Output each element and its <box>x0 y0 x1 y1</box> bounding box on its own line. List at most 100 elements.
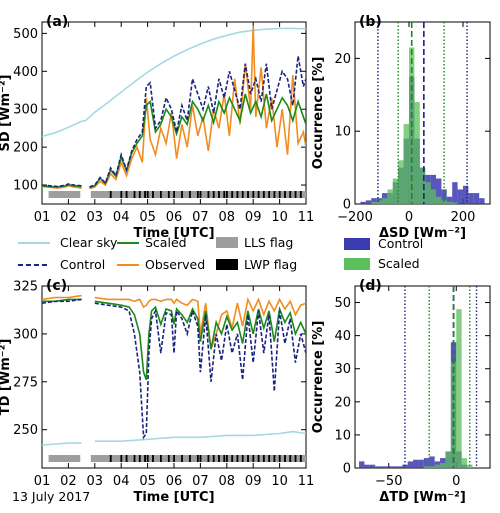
y-tick-label-d: 30 <box>334 362 351 377</box>
legend-lwp-flag-label: LWP flag <box>244 257 297 272</box>
lwp-flag-mark <box>268 191 271 198</box>
lwp-flag-mark <box>109 455 112 462</box>
lwp-flag-mark <box>133 191 136 198</box>
y-tick-label-b: 0 <box>343 198 351 213</box>
lls-flag-bar <box>48 191 81 198</box>
hist-bar-control <box>391 466 397 468</box>
hist-bar-scaled <box>376 200 382 204</box>
x-tick-label-a: 09 <box>245 210 262 225</box>
hist-bar-scaled <box>414 102 420 204</box>
hist-bar-control <box>359 461 365 468</box>
hist-bar-control <box>436 178 442 204</box>
panel-label-c: (c) <box>46 278 67 294</box>
hist-bar-control <box>407 461 414 468</box>
x-axis-label-b: ΔSD [Wm⁻²] <box>379 226 466 241</box>
lwp-flag-mark <box>218 191 220 198</box>
lwp-flag-mark <box>109 191 112 198</box>
lwp-flag-mark <box>294 191 297 198</box>
hist-bar-control <box>369 464 376 468</box>
hist-bar-scaled <box>398 160 404 204</box>
hist-bar-scaled <box>456 309 462 468</box>
hist-bar-control <box>452 182 458 204</box>
lwp-flag-mark <box>181 191 183 198</box>
hist-bar-control <box>468 193 474 204</box>
x-tick-label-c: 02 <box>60 474 77 489</box>
y-tick-label-c: 275 <box>13 375 38 390</box>
series-observed-line <box>42 25 306 190</box>
x-tick-label-b: 0 <box>405 210 413 225</box>
y-tick-label-a: 100 <box>13 179 38 194</box>
x-tick-label-d: −50 <box>375 474 402 489</box>
y-axis-label-c: TD [Wm⁻²] <box>0 339 13 416</box>
series-control-line <box>42 298 306 440</box>
hist-bar-control <box>413 459 419 468</box>
x-tick-label-c: 11 <box>298 474 315 489</box>
y-tick-label-a: 300 <box>13 103 38 118</box>
y-tick-label-a: 400 <box>13 65 38 80</box>
lwp-flag-mark <box>138 191 141 198</box>
hist-bar-control <box>441 189 447 204</box>
series-scaled-line <box>42 298 306 381</box>
panel-label-b: (b) <box>359 14 382 30</box>
x-tick-label-c: 09 <box>245 474 262 489</box>
hist-bar-scaled <box>429 466 435 468</box>
x-tick-label-c: 04 <box>113 474 130 489</box>
hist-bar-control <box>418 459 424 468</box>
y-tick-label-a: 200 <box>13 141 38 156</box>
lwp-flag-mark <box>247 455 249 462</box>
x-tick-label-a: 10 <box>271 210 288 225</box>
x-tick-label-c: 01 <box>34 474 51 489</box>
lwp-flag-mark <box>144 191 146 198</box>
x-tick-label-c: 06 <box>166 474 183 489</box>
lwp-flag-mark <box>278 191 281 198</box>
lwp-flag-mark <box>144 455 146 462</box>
x-tick-label-c: 05 <box>139 474 156 489</box>
series-clear-sky-line <box>42 430 306 446</box>
lwp-flag-mark <box>257 455 260 462</box>
x-axis-label-d: ΔTD [Wm⁻²] <box>379 490 466 505</box>
series-control-line <box>42 55 306 188</box>
hist-bar-scaled <box>436 196 442 204</box>
y-tick-label-a: 500 <box>13 27 38 42</box>
lwp-flag-mark <box>236 455 239 462</box>
hist-bar-scaled <box>446 201 453 204</box>
lwp-flag-mark <box>223 455 226 462</box>
lwp-flag-mark <box>252 191 255 198</box>
y-tick-label-c: 300 <box>13 327 38 342</box>
lwp-flag-mark <box>252 455 255 462</box>
lwp-flag-mark <box>223 191 226 198</box>
legend-scaled-label: Scaled <box>145 235 187 250</box>
lls-flag-bar <box>48 455 81 462</box>
x-axis-label-c: Time [UTC] <box>133 490 214 505</box>
y-tick-label-d: 20 <box>334 395 351 410</box>
y-tick-label-d: 40 <box>334 329 351 344</box>
hist-bar-control <box>364 464 370 468</box>
lwp-flag-mark <box>120 191 123 198</box>
lwp-flag-mark <box>247 191 249 198</box>
hist-bar-control <box>371 198 377 204</box>
lwp-flag-mark <box>189 455 191 462</box>
panel-a: 01 02 03 04 05 06 07 08 09 10 11 100 200 300 400 500 Tim… <box>0 14 314 241</box>
hist-bar-control <box>473 193 480 204</box>
x-tick-label-a: 08 <box>219 210 236 225</box>
lwp-flag-mark <box>152 191 154 198</box>
lwp-flag-mark <box>284 455 286 462</box>
lwp-flag-mark <box>196 455 199 462</box>
lwp-flag-mark <box>138 455 141 462</box>
legend-observed-label: Observed <box>145 257 205 272</box>
lwp-flag-mark <box>218 455 220 462</box>
hist-legend-control-label: Control <box>378 236 423 251</box>
lwp-flag-mark <box>284 191 286 198</box>
hist-bar-control <box>360 201 366 204</box>
hist-bar-control <box>386 466 392 468</box>
hist-bar-scaled <box>403 123 409 204</box>
lwp-flag-mark <box>273 455 276 462</box>
hist-bar-scaled <box>441 200 447 204</box>
x-tick-label-a: 05 <box>139 210 156 225</box>
x-tick-label-a: 04 <box>113 210 130 225</box>
hist-bar-scaled <box>430 189 436 204</box>
lwp-flag-mark <box>173 455 175 462</box>
legend-lwp-flag-swatch <box>216 259 238 270</box>
